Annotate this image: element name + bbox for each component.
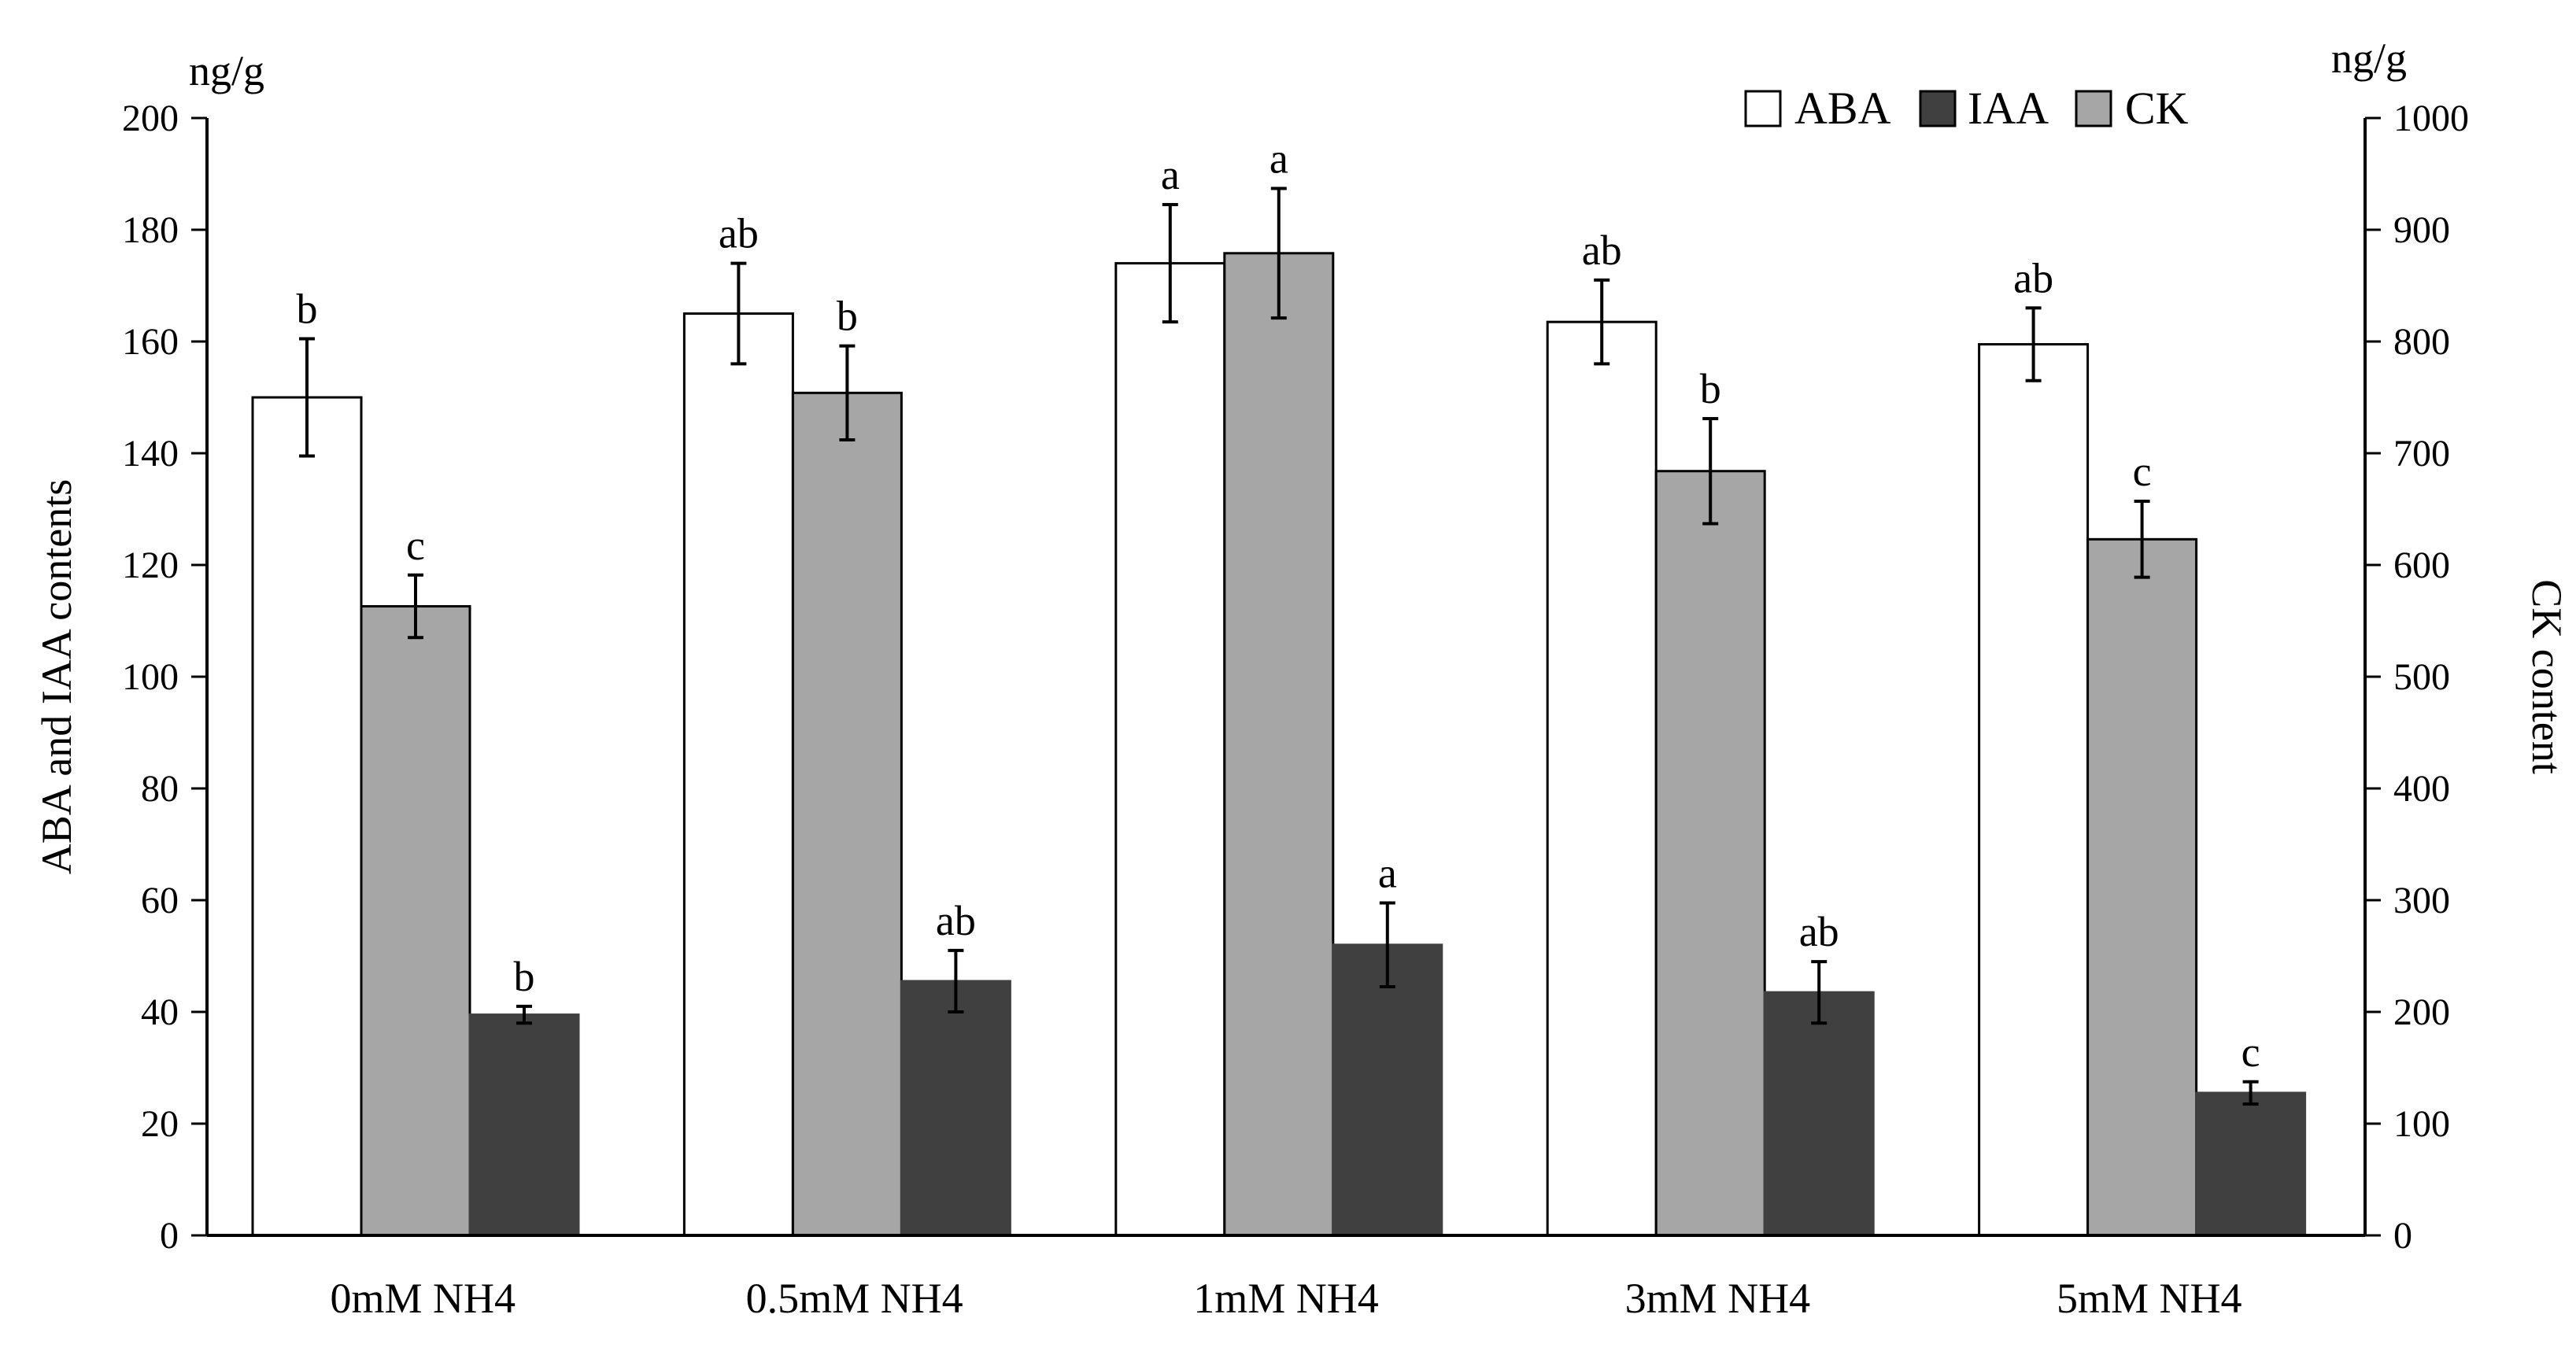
bar-iaa-3mm-nh4	[1763, 991, 1875, 1237]
sig-label-ck-5mm-nh4: c	[2133, 448, 2152, 495]
category-labels: 0mM NH4 0.5mM NH4 1mM NH4 3mM NH4 5mM NH4	[330, 1275, 2242, 1322]
legend-label-iaa: IAA	[1968, 83, 2049, 134]
category-label-0-5mm-nh4: 0.5mM NH4	[746, 1275, 963, 1322]
right-tick-label-500: 500	[2393, 656, 2450, 698]
legend-label-ck: CK	[2125, 83, 2189, 134]
sig-label-iaa-0-5mm-nh4: ab	[936, 897, 976, 944]
right-axis-ticks: 0 100 200 300 400 500 600 700 800 900 1000	[2365, 98, 2469, 1257]
sig-label-iaa-3mm-nh4: ab	[1799, 908, 1839, 955]
legend: ABA IAA CK	[1744, 83, 2189, 134]
right-tick-label-400: 400	[2393, 768, 2450, 810]
left-tick-label-180: 180	[122, 209, 179, 251]
bar-aba-5mm-nh4	[1978, 343, 2090, 1237]
right-axis-title: CK content	[2523, 579, 2570, 773]
bar-ck-0mm-nh4	[360, 605, 471, 1237]
error-bars	[299, 186, 2259, 1106]
left-tick-label-160: 160	[122, 321, 179, 363]
left-axis-ticks: 0 20 40 60 80 100 120 140 160 180 200	[122, 98, 207, 1257]
right-tick-label-0: 0	[2393, 1215, 2412, 1257]
right-tick-label-700: 700	[2393, 433, 2450, 474]
sig-label-aba-0-5mm-nh4: ab	[719, 210, 759, 257]
category-label-0mm-nh4: 0mM NH4	[330, 1275, 516, 1322]
bar-aba-0-5mm-nh4	[682, 312, 794, 1237]
left-tick-label-140: 140	[122, 433, 179, 474]
sig-label-iaa-5mm-nh4: c	[2242, 1028, 2260, 1076]
category-label-3mm-nh4: 3mM NH4	[1625, 1275, 1811, 1322]
legend-swatch-aba	[1744, 90, 1782, 127]
bar-aba-3mm-nh4	[1546, 320, 1658, 1237]
left-tick-label-20: 20	[141, 1103, 179, 1145]
sig-label-aba-0mm-nh4: b	[297, 285, 318, 332]
bars	[251, 252, 2307, 1237]
bar-iaa-0mm-nh4	[468, 1013, 580, 1237]
sig-label-aba-3mm-nh4: ab	[1582, 227, 1622, 274]
right-tick-label-800: 800	[2393, 321, 2450, 363]
sig-label-iaa-0mm-nh4: b	[514, 953, 535, 1000]
sig-label-ck-3mm-nh4: b	[1700, 365, 1721, 412]
left-tick-label-100: 100	[122, 656, 179, 698]
left-tick-label-120: 120	[122, 545, 179, 586]
category-label-5mm-nh4: 5mM NH4	[2057, 1275, 2242, 1322]
right-tick-label-900: 900	[2393, 209, 2450, 251]
right-axis: 0 100 200 300 400 500 600 700 800 900 1000 ng/g CK…	[2331, 35, 2570, 1257]
bar-aba-0mm-nh4	[251, 396, 363, 1237]
left-tick-label-40: 40	[141, 991, 179, 1033]
bar-ck-1mm-nh4	[1223, 252, 1335, 1237]
bar-ck-5mm-nh4	[2086, 537, 2198, 1237]
left-tick-label-60: 60	[141, 880, 179, 921]
category-label-1mm-nh4: 1mM NH4	[1193, 1275, 1379, 1322]
legend-swatch-ck	[2075, 90, 2112, 127]
right-tick-label-600: 600	[2393, 545, 2450, 586]
sig-label-ck-0-5mm-nh4: b	[837, 293, 858, 340]
left-axis-title: ABA and IAA contents	[33, 479, 80, 874]
significance-labels: b c b ab b ab a a a ab b ab ab c c	[297, 135, 2260, 1075]
left-tick-label-80: 80	[141, 768, 179, 810]
sig-label-iaa-1mm-nh4: a	[1378, 850, 1397, 897]
sig-label-aba-5mm-nh4: ab	[2013, 254, 2053, 301]
right-tick-label-300: 300	[2393, 880, 2450, 921]
left-tick-label-0: 0	[160, 1215, 179, 1257]
legend-label-aba: ABA	[1794, 83, 1891, 134]
left-tick-label-200: 200	[122, 98, 179, 139]
bar-aba-1mm-nh4	[1114, 262, 1226, 1237]
bar-ck-0-5mm-nh4	[791, 391, 903, 1237]
sig-label-ck-0mm-nh4: c	[406, 522, 425, 569]
legend-swatch-iaa	[1919, 90, 1957, 127]
bar-iaa-5mm-nh4	[2195, 1091, 2307, 1237]
bar-ck-3mm-nh4	[1654, 470, 1766, 1237]
right-tick-label-200: 200	[2393, 991, 2450, 1033]
left-axis-unit: ng/g	[189, 47, 264, 94]
sig-label-aba-1mm-nh4: a	[1161, 151, 1180, 198]
right-tick-label-1000: 1000	[2393, 98, 2469, 139]
right-tick-label-100: 100	[2393, 1103, 2450, 1145]
left-axis: 0 20 40 60 80 100 120 140 160 180 200 ng/g ABA and…	[33, 47, 264, 1257]
bar-iaa-0-5mm-nh4	[900, 980, 1011, 1237]
bar-iaa-1mm-nh4	[1332, 943, 1443, 1237]
sig-label-ck-1mm-nh4: a	[1270, 135, 1288, 182]
right-axis-unit: ng/g	[2331, 35, 2407, 82]
